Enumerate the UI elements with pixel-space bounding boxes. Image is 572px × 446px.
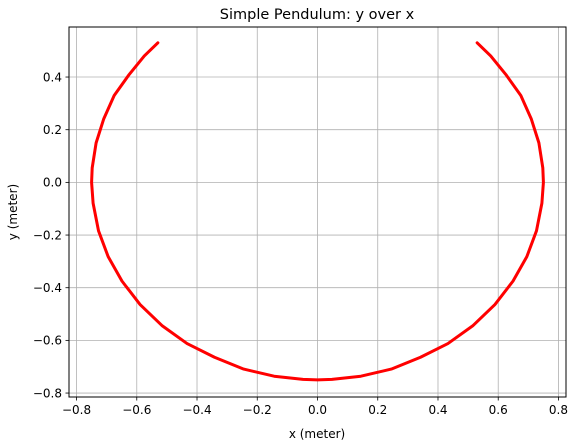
y-axis: −0.8 −0.6 −0.4 −0.2 0.0 0.2 0.4 [33,70,69,400]
grid-lines [69,27,566,397]
x-tick-label: −0.6 [122,403,151,417]
y-tick-label: 0.2 [43,123,62,137]
x-tick-label: 0.8 [549,403,568,417]
x-tick-label: 0.2 [368,403,387,417]
y-tick-label: 0.4 [43,70,62,84]
y-axis-label: y (meter) [6,184,20,240]
pendulum-trajectory-line [90,41,545,382]
y-tick-label: −0.6 [33,334,62,348]
y-tick-label: −0.2 [33,228,62,242]
x-tick-label: 0.4 [428,403,447,417]
x-tick-label: 0.0 [308,403,327,417]
x-tick-label: −0.8 [62,403,91,417]
series-layer [90,41,545,382]
x-axis-label: x (meter) [289,427,345,441]
chart-title: Simple Pendulum: y over x [220,7,415,23]
y-tick-label: −0.8 [33,386,62,400]
x-tick-label: −0.2 [243,403,272,417]
x-axis: −0.8 −0.6 −0.4 −0.2 0.0 0.2 0.4 0.6 0.8 [62,397,568,417]
x-tick-label: −0.4 [182,403,211,417]
x-tick-label: 0.6 [489,403,508,417]
y-tick-label: 0.0 [43,176,62,190]
y-tick-label: −0.4 [33,281,62,295]
